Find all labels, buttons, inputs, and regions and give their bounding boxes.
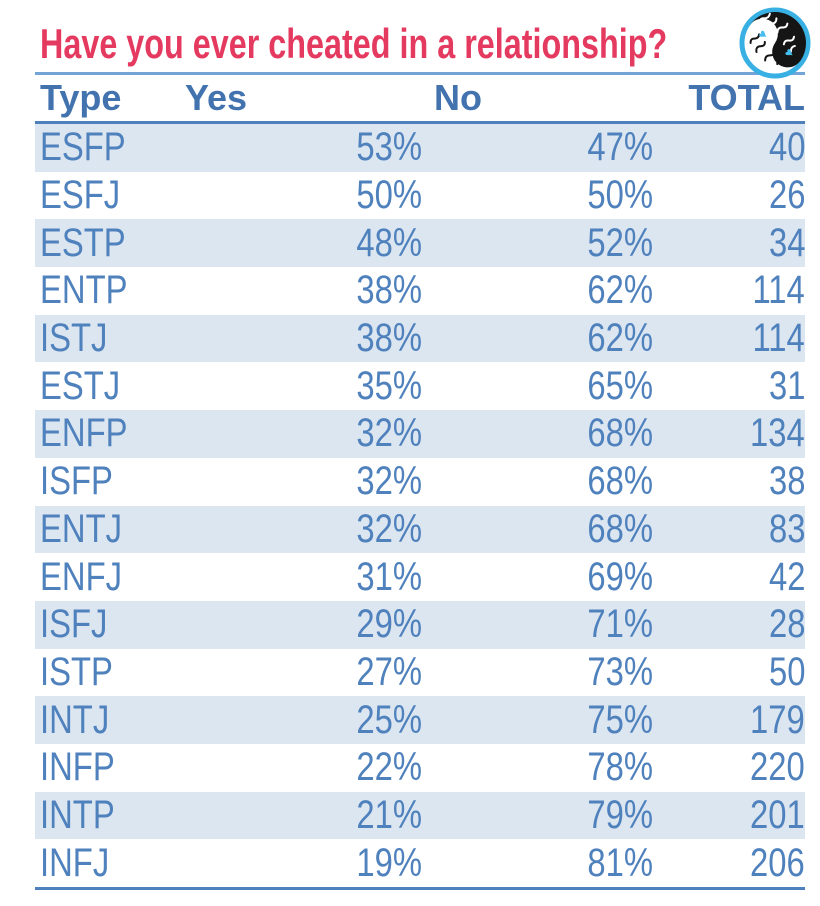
col-header-type: Type xyxy=(40,77,122,118)
type-cell: INTP xyxy=(40,792,115,837)
no-cell: 75% xyxy=(587,697,653,742)
type-cell: ENFP xyxy=(40,411,128,456)
no-cell: 68% xyxy=(587,411,653,456)
table-row: ENTJ 32% 68% 83 xyxy=(35,505,805,554)
total-cell: 179 xyxy=(750,697,805,742)
table-row: ENTP 38% 62% 114 xyxy=(35,267,805,315)
type-cell: ESTP xyxy=(40,220,126,265)
col-header-no: No xyxy=(434,77,482,118)
page-title-text: Have you ever cheated in a relationship? xyxy=(40,20,668,67)
yes-cell: 53% xyxy=(356,125,422,170)
yes-cell: 50% xyxy=(356,173,422,218)
page-title: Have you ever cheated in a relationship? xyxy=(40,20,820,68)
no-cell: 65% xyxy=(587,363,653,408)
total-cell: 31 xyxy=(768,363,805,408)
table-row: ISFJ 29% 71% 28 xyxy=(35,600,805,649)
total-cell: 134 xyxy=(750,411,805,456)
yes-cell: 38% xyxy=(356,316,422,361)
total-cell: 34 xyxy=(768,220,805,265)
no-cell: 50% xyxy=(587,173,653,218)
total-cell: 26 xyxy=(768,173,805,218)
yes-cell: 21% xyxy=(356,792,422,837)
no-cell: 81% xyxy=(587,840,653,885)
no-cell: 62% xyxy=(587,268,653,313)
table-body: ESFP 53% 47% 40 ESFJ 50% 50% 26 ESTP 48%… xyxy=(35,124,805,887)
table-row: ESFP 53% 47% 40 xyxy=(35,124,805,172)
type-cell: ENTJ xyxy=(40,506,122,551)
table-row: ENFJ 31% 69% 42 xyxy=(35,553,805,601)
type-cell: ISFP xyxy=(40,459,113,504)
yes-cell: 32% xyxy=(356,506,422,551)
total-cell: 40 xyxy=(768,125,805,170)
results-table: Type Yes No TOTAL ESFP 53% 47% 40 ESFJ 5… xyxy=(35,72,805,890)
no-cell: 71% xyxy=(587,602,653,647)
table-row: ENFP 32% 68% 134 xyxy=(35,410,805,458)
table-row: ESFJ 50% 50% 26 xyxy=(35,172,805,220)
table-row: ISTJ 38% 62% 114 xyxy=(35,314,805,363)
type-cell: INTJ xyxy=(40,697,110,742)
no-cell: 68% xyxy=(587,459,653,504)
yes-cell: 27% xyxy=(356,649,422,694)
total-cell: 28 xyxy=(768,602,805,647)
total-cell: 50 xyxy=(768,649,805,694)
no-cell: 68% xyxy=(587,506,653,551)
type-cell: ESTJ xyxy=(40,363,121,408)
no-cell: 78% xyxy=(587,745,653,790)
table-row: ESTP 48% 52% 34 xyxy=(35,219,805,268)
no-cell: 52% xyxy=(587,220,653,265)
total-cell: 114 xyxy=(752,316,805,361)
table-row: INFJ 19% 81% 206 xyxy=(35,839,805,887)
yes-cell: 25% xyxy=(356,697,422,742)
total-cell: 201 xyxy=(750,792,805,837)
type-cell: INFP xyxy=(40,745,115,790)
no-cell: 69% xyxy=(587,554,653,599)
no-cell: 79% xyxy=(587,792,653,837)
type-cell: ISFJ xyxy=(40,602,108,647)
type-cell: ESFP xyxy=(40,125,126,170)
header-divider-line xyxy=(35,121,805,124)
total-cell: 38 xyxy=(768,459,805,504)
no-cell: 47% xyxy=(587,125,653,170)
total-cell: 220 xyxy=(750,745,805,790)
bottom-divider-line xyxy=(35,887,805,890)
col-header-yes: Yes xyxy=(185,77,248,118)
type-cell: ENTP xyxy=(40,268,128,313)
yes-cell: 31% xyxy=(356,554,422,599)
yes-cell: 32% xyxy=(356,459,422,504)
total-cell: 114 xyxy=(752,268,805,313)
type-cell: ISTJ xyxy=(40,316,108,361)
type-cell: INFJ xyxy=(40,840,110,885)
yes-cell: 38% xyxy=(356,268,422,313)
col-header-total: TOTAL xyxy=(688,77,805,118)
table-row: INTJ 25% 75% 179 xyxy=(35,696,805,744)
yes-cell: 22% xyxy=(356,745,422,790)
table-row: INTP 21% 79% 201 xyxy=(35,791,805,840)
no-cell: 62% xyxy=(587,316,653,361)
yes-cell: 32% xyxy=(356,411,422,456)
yes-cell: 19% xyxy=(356,840,422,885)
table-row: ESTJ 35% 65% 31 xyxy=(35,362,805,410)
total-cell: 42 xyxy=(768,554,805,599)
total-cell: 206 xyxy=(750,840,805,885)
table-row: ISTP 27% 73% 50 xyxy=(35,649,805,697)
yes-cell: 35% xyxy=(356,363,422,408)
title-divider-line xyxy=(35,72,805,75)
type-cell: ESFJ xyxy=(40,173,121,218)
table-row: INFP 22% 78% 220 xyxy=(35,744,805,792)
total-cell: 83 xyxy=(768,506,805,551)
type-cell: ENFJ xyxy=(40,554,122,599)
table-header-row: Type Yes No TOTAL xyxy=(35,75,805,121)
yes-cell: 29% xyxy=(356,602,422,647)
type-cell: ISTP xyxy=(40,649,113,694)
yes-cell: 48% xyxy=(356,220,422,265)
table-row: ISFP 32% 68% 38 xyxy=(35,458,805,506)
yin-yang-brain-logo-icon: ♥ ♥ xyxy=(739,7,811,79)
no-cell: 73% xyxy=(587,649,653,694)
